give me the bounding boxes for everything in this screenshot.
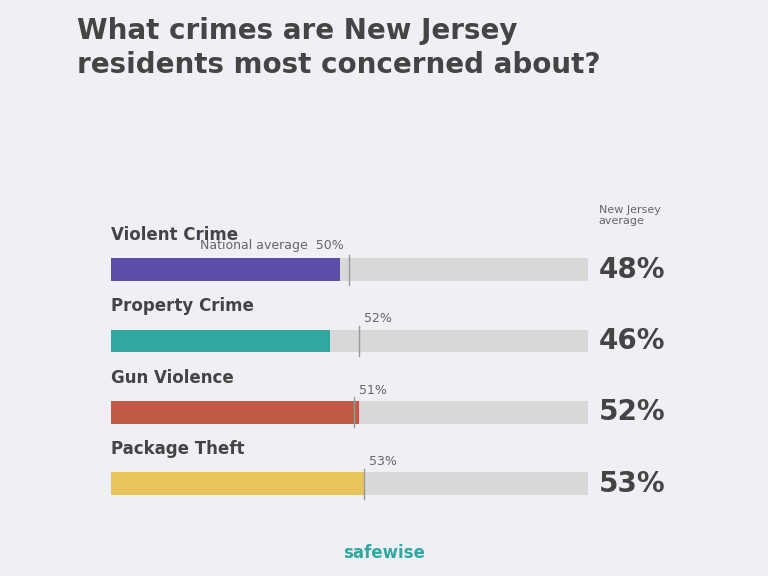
Bar [111,259,339,281]
Text: safewise: safewise [343,544,425,562]
Text: 51%: 51% [359,384,387,397]
Text: Package Theft: Package Theft [111,440,244,458]
Text: 52%: 52% [598,399,665,426]
Bar [111,472,588,495]
Text: Property Crime: Property Crime [111,297,253,316]
Text: 46%: 46% [598,327,665,355]
Text: Violent Crime: Violent Crime [111,226,238,244]
Bar [111,401,359,424]
Bar [111,472,363,495]
Text: New Jersey
average: New Jersey average [598,204,660,226]
Text: 48%: 48% [598,256,665,284]
Text: 52%: 52% [364,312,392,325]
Bar [111,259,588,281]
Bar [111,329,330,353]
Text: National average  50%: National average 50% [200,239,344,252]
Text: Gun Violence: Gun Violence [111,369,233,386]
Bar [111,329,588,353]
Text: 53%: 53% [598,469,665,498]
Text: What crimes are New Jersey
residents most concerned about?: What crimes are New Jersey residents mos… [77,17,601,79]
Bar [111,401,588,424]
Text: 53%: 53% [369,455,397,468]
